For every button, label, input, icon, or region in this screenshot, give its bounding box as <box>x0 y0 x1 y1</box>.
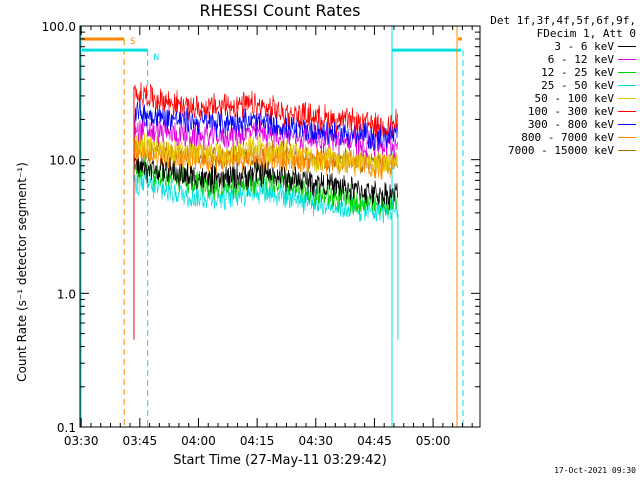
legend-header-line-2: FDecim 1, Att 0 <box>536 27 636 40</box>
y-tick-label: 10.0 <box>49 154 76 168</box>
x-tick-label: 04:45 <box>357 434 392 448</box>
legend-entry: 7000 - 15000 keV <box>476 144 638 157</box>
legend-entry-swatch <box>618 85 636 86</box>
legend: Det 1f,3f,4f,5f,6f,9f, FDecim 1, Att 0 3… <box>476 14 638 157</box>
legend-entry-label: 25 - 50 keV <box>541 79 614 92</box>
legend-entry-swatch <box>618 111 636 112</box>
series-line-50-100-kev <box>133 132 398 176</box>
legend-entry-label: 800 - 7000 keV <box>521 131 614 144</box>
legend-entry-swatch <box>618 124 636 125</box>
legend-entry-label: 100 - 300 keV <box>527 105 614 118</box>
x-tick-label: 05:00 <box>416 434 451 448</box>
series-line-3-6-kev <box>133 157 398 211</box>
legend-entry: 3 - 6 keV <box>476 40 638 53</box>
x-tick-label: 03:45 <box>123 434 158 448</box>
series-line-100-300-kev <box>133 82 398 139</box>
legend-entry-label: 3 - 6 keV <box>554 40 614 53</box>
legend-entry-swatch <box>618 59 636 60</box>
series-line-25-50-kev <box>133 169 398 224</box>
legend-entry-swatch <box>618 46 636 47</box>
y-tick-label: 0.1 <box>57 421 76 435</box>
legend-entry: 12 - 25 keV <box>476 66 638 79</box>
legend-entry: 800 - 7000 keV <box>476 131 638 144</box>
legend-entry-swatch <box>618 98 636 99</box>
footer-timestamp: 17-Oct-2021 09:30 <box>554 466 636 475</box>
y-tick-label: 100.0 <box>42 20 76 34</box>
legend-entry-label: 300 - 800 keV <box>527 118 614 131</box>
annotation-label-s: S <box>130 37 135 47</box>
legend-entry: 300 - 800 keV <box>476 118 638 131</box>
x-tick-label: 03:30 <box>64 434 99 448</box>
x-axis-title: Start Time (27-May-11 03:29:42) <box>173 453 387 468</box>
chart-title: RHESSI Count Rates <box>199 1 361 20</box>
annotation-label-n: N <box>154 53 159 63</box>
legend-entry-label: 7000 - 15000 keV <box>508 144 614 157</box>
legend-entry-swatch <box>618 72 636 73</box>
legend-entry: 50 - 100 keV <box>476 92 638 105</box>
x-tick-label: 04:30 <box>298 434 333 448</box>
legend-header-line-1: Det 1f,3f,4f,5f,6f,9f, <box>490 14 636 27</box>
legend-entry: 6 - 12 keV <box>476 53 638 66</box>
x-tick-label: 04:15 <box>240 434 275 448</box>
legend-entry: 100 - 300 keV <box>476 105 638 118</box>
legend-entry-swatch <box>618 150 636 151</box>
legend-entry-label: 50 - 100 keV <box>534 92 614 105</box>
legend-entry-swatch <box>618 137 636 138</box>
legend-entry-label: 12 - 25 keV <box>541 66 614 79</box>
x-tick-label: 04:00 <box>181 434 216 448</box>
legend-entry: 25 - 50 keV <box>476 79 638 92</box>
series-line-6-12-kev <box>133 117 398 159</box>
y-axis-title: Count Rate (s⁻¹ detector segment⁻¹) <box>15 162 29 382</box>
series-line-300-800-kev <box>133 97 398 151</box>
y-tick-label: 1.0 <box>57 287 76 301</box>
legend-rows: 3 - 6 keV 6 - 12 keV 12 - 25 keV 25 - 50 ke… <box>476 40 638 157</box>
plot-frame <box>79 25 481 428</box>
legend-entry-label: 6 - 12 keV <box>547 53 614 66</box>
